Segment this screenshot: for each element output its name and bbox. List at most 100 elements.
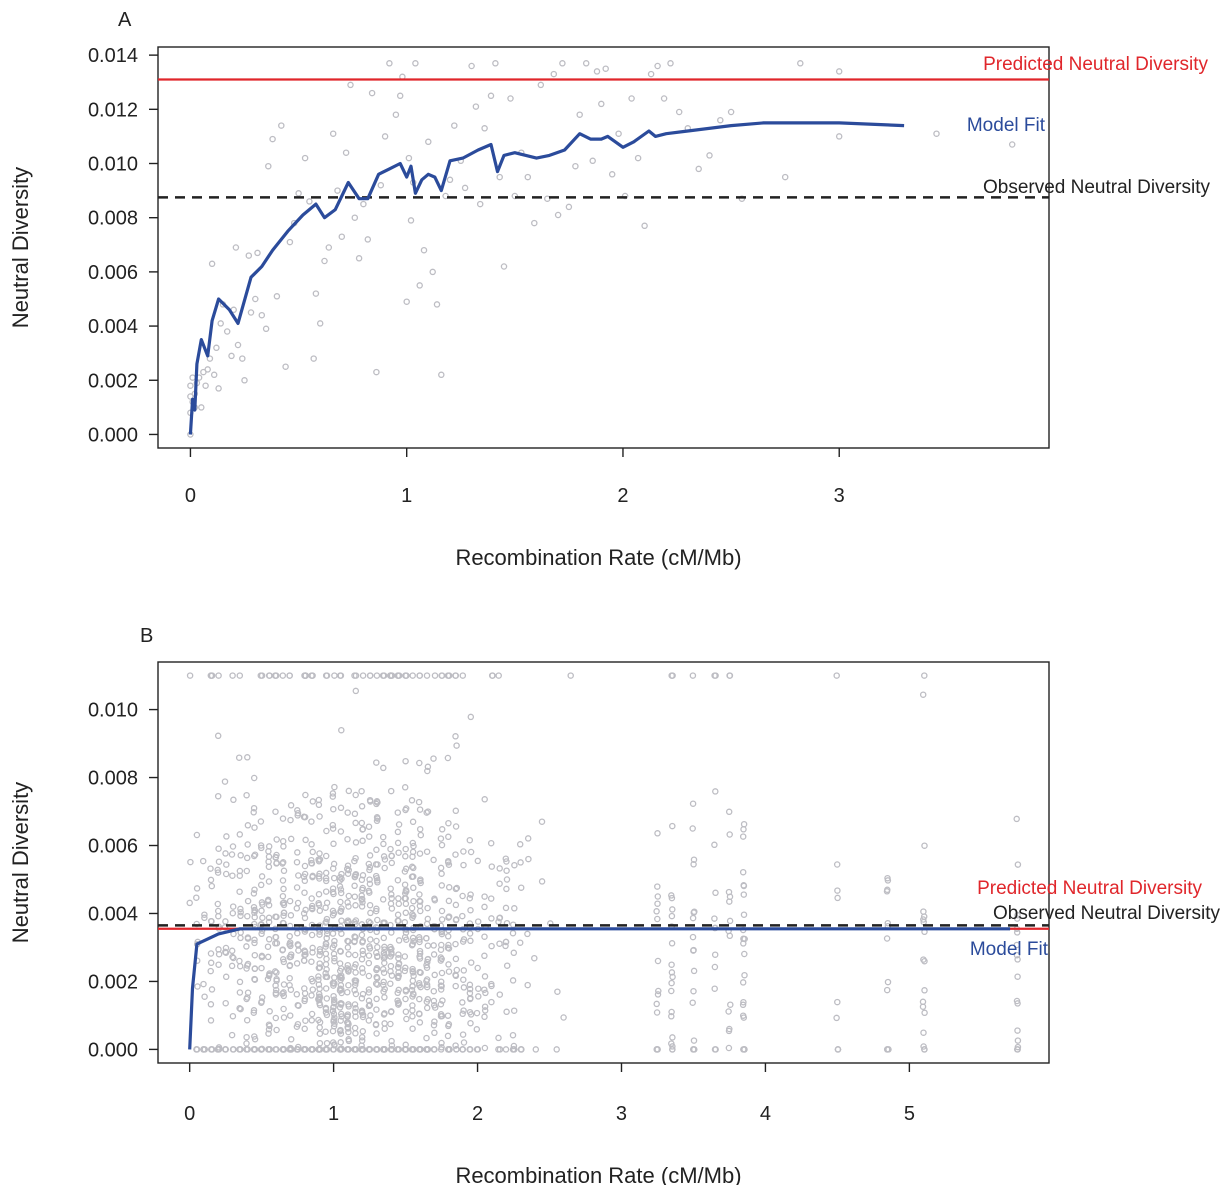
data-point (402, 988, 410, 995)
data-point (243, 1040, 250, 1047)
data-point (675, 108, 683, 116)
data-point (287, 986, 295, 993)
data-point (690, 987, 697, 995)
data-point (345, 951, 352, 958)
x-axis-label: Recombination Rate (cM/Mb) (455, 545, 741, 570)
data-point (293, 884, 301, 891)
data-point (222, 999, 229, 1007)
data-point (409, 965, 416, 973)
data-point (431, 895, 438, 903)
data-point (366, 672, 374, 679)
data-point (214, 869, 222, 876)
data-point (438, 371, 445, 379)
data-point (322, 961, 330, 968)
data-point (481, 125, 488, 132)
data-point (308, 859, 315, 867)
data-point (329, 793, 337, 800)
data-point (251, 886, 258, 893)
data-point (394, 809, 402, 816)
data-point (330, 840, 337, 848)
data-point (345, 903, 352, 910)
data-point (301, 1025, 308, 1033)
data-point (244, 822, 252, 829)
data-point (394, 964, 402, 971)
data-point (286, 1046, 293, 1053)
data-point (423, 1034, 430, 1042)
data-point (430, 755, 437, 762)
data-point (244, 754, 251, 761)
data-point (251, 1046, 258, 1053)
data-point (437, 986, 445, 993)
data-point (293, 858, 301, 866)
data-point (424, 904, 431, 912)
data-point (495, 1034, 502, 1042)
data-point (366, 864, 374, 871)
data-point (531, 219, 538, 227)
data-point (243, 1033, 250, 1041)
data-point (344, 1025, 352, 1032)
data-point (689, 914, 697, 922)
data-point (244, 935, 252, 942)
data-point (322, 970, 329, 977)
data-point (215, 385, 222, 392)
data-point (323, 995, 331, 1002)
data-point (237, 905, 244, 913)
data-point (223, 861, 230, 868)
data-point (442, 192, 449, 200)
data-point (207, 865, 214, 872)
y-tick-label: 0.004 (88, 903, 138, 925)
data-point (410, 842, 417, 850)
data-point (316, 875, 323, 882)
data-point (336, 883, 344, 890)
data-point (236, 957, 243, 965)
data-point (351, 937, 358, 945)
data-point (466, 930, 474, 937)
data-point (437, 864, 445, 872)
data-point (358, 1046, 365, 1053)
data-point (214, 866, 221, 874)
data-point (352, 969, 359, 976)
data-point (835, 133, 843, 140)
data-point (503, 885, 510, 893)
data-point (423, 983, 431, 991)
data-point (272, 933, 279, 941)
data-point (711, 841, 718, 849)
data-point (920, 1043, 927, 1050)
data-point (338, 986, 345, 993)
data-point (358, 955, 366, 963)
data-point (351, 810, 359, 818)
data-point (452, 982, 459, 990)
data-point (487, 92, 495, 100)
data-point (510, 1042, 518, 1050)
data-point (228, 352, 235, 360)
data-point (338, 1000, 345, 1007)
data-point (265, 863, 273, 871)
data-point (286, 897, 294, 905)
data-point (883, 935, 891, 942)
data-point (337, 1039, 344, 1046)
data-point (331, 937, 338, 945)
data-point (503, 867, 510, 874)
data-point (279, 956, 287, 963)
data-point (330, 860, 338, 868)
data-point (315, 1016, 322, 1024)
data-point (668, 987, 675, 995)
data-point (331, 783, 338, 791)
data-point (1014, 1027, 1021, 1034)
data-point (251, 1033, 258, 1040)
data-point (608, 171, 616, 178)
data-point (706, 152, 713, 159)
data-point (394, 911, 402, 919)
data-point (372, 1021, 380, 1029)
y-tick-label: 0.012 (88, 99, 138, 121)
data-point (301, 870, 309, 878)
data-point (272, 853, 280, 861)
data-point (423, 1004, 431, 1012)
data-point (294, 929, 301, 937)
y-tick-label: 0.010 (88, 154, 138, 176)
data-point (381, 1025, 388, 1032)
data-point (257, 881, 265, 889)
data-point (467, 1019, 474, 1027)
data-point (502, 938, 510, 946)
data-point (409, 982, 416, 990)
